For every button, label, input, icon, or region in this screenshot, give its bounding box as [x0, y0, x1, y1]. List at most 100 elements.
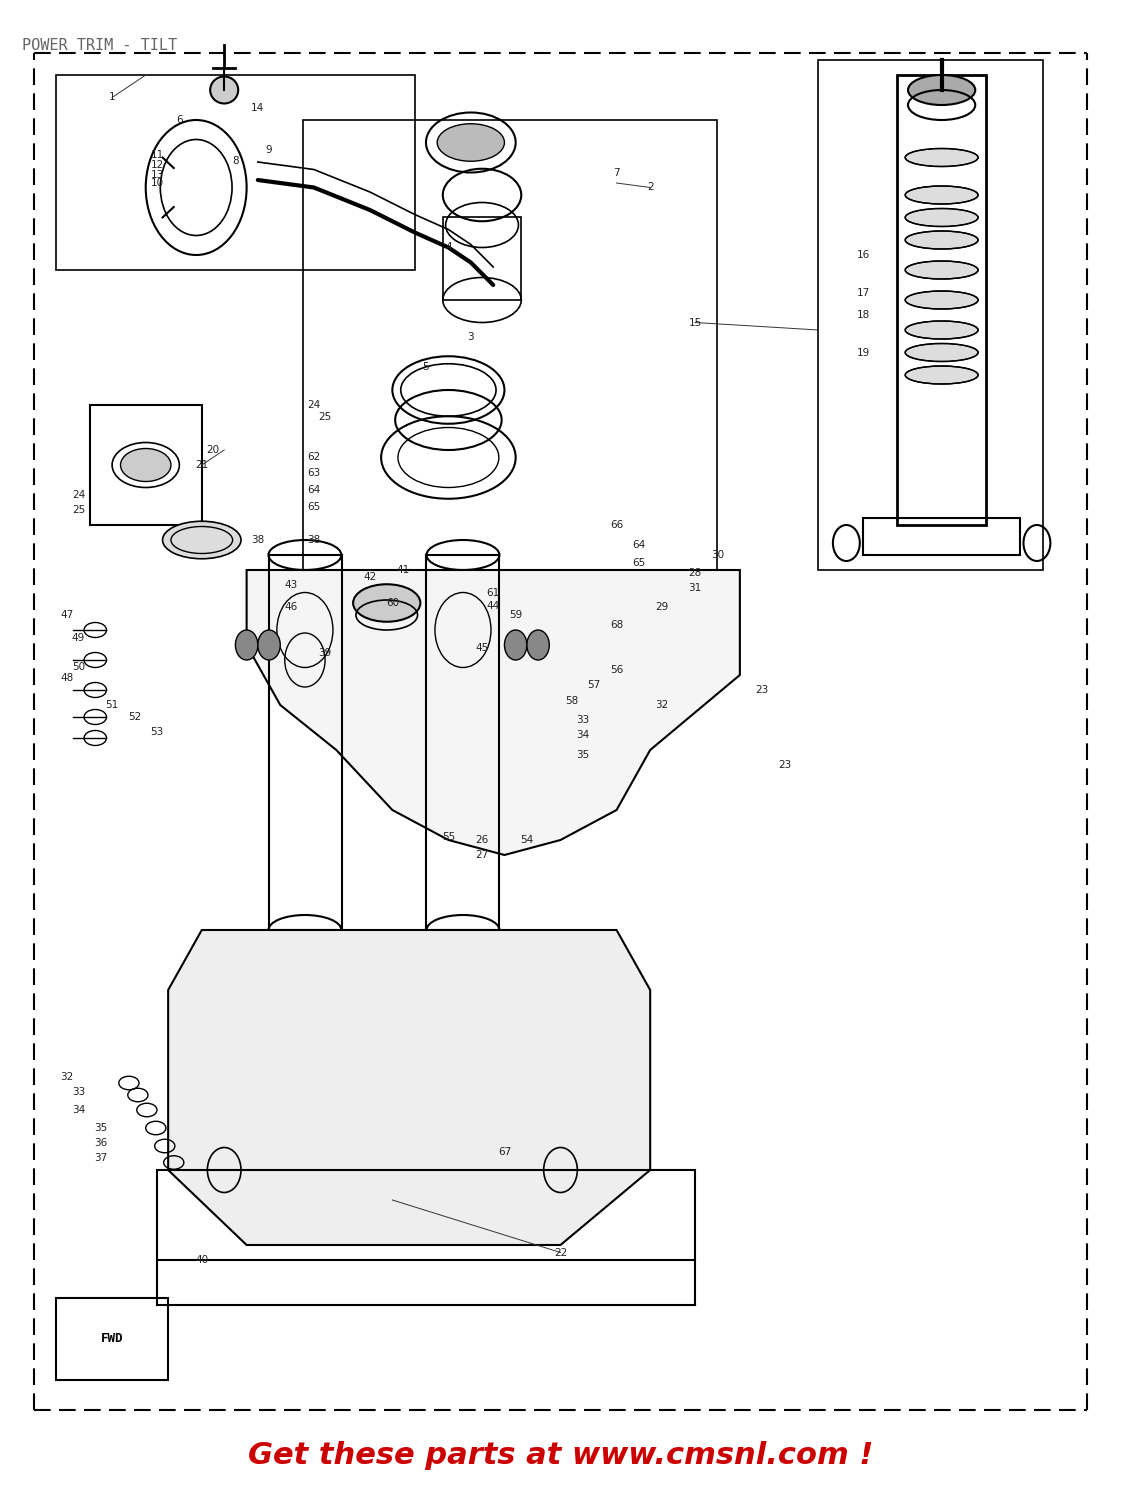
Text: 35: 35: [94, 1124, 108, 1132]
Text: 25: 25: [72, 506, 85, 515]
Text: 56: 56: [610, 666, 623, 675]
Text: 35: 35: [576, 750, 590, 759]
Text: 34: 34: [72, 1106, 85, 1114]
Text: 18: 18: [856, 310, 870, 320]
Text: 14: 14: [251, 104, 265, 112]
Text: 8: 8: [232, 156, 239, 165]
Text: 47: 47: [61, 610, 74, 620]
Text: 28: 28: [688, 568, 702, 578]
Text: 6: 6: [176, 116, 183, 124]
Ellipse shape: [906, 366, 978, 384]
Text: 33: 33: [576, 716, 590, 724]
Text: 36: 36: [94, 1138, 108, 1148]
Text: 48: 48: [61, 674, 74, 682]
Text: 63: 63: [307, 468, 321, 477]
Bar: [157, 1170, 695, 1260]
Text: Get these parts at www.cmsnl.com !: Get these parts at www.cmsnl.com !: [248, 1440, 873, 1470]
Bar: [56, 75, 415, 270]
Bar: [56, 1298, 168, 1380]
Ellipse shape: [211, 76, 239, 104]
Text: 13: 13: [150, 171, 164, 180]
Ellipse shape: [906, 231, 978, 249]
Text: 62: 62: [307, 453, 321, 462]
Bar: [269, 555, 342, 930]
Text: 7: 7: [613, 168, 620, 177]
Text: 65: 65: [307, 503, 321, 512]
Text: 22: 22: [554, 1248, 567, 1257]
Text: 52: 52: [128, 712, 141, 722]
Text: 24: 24: [72, 490, 85, 500]
Circle shape: [235, 630, 258, 660]
Text: POWER TRIM - TILT: POWER TRIM - TILT: [22, 38, 177, 52]
Ellipse shape: [353, 585, 420, 621]
Polygon shape: [168, 930, 650, 1245]
Text: 32: 32: [61, 1072, 74, 1082]
Text: 46: 46: [285, 603, 298, 612]
Text: 26: 26: [475, 836, 489, 844]
Ellipse shape: [906, 186, 978, 204]
Text: 61: 61: [487, 588, 500, 597]
Text: 23: 23: [756, 686, 769, 694]
Text: 27: 27: [475, 850, 489, 859]
Text: 49: 49: [72, 633, 85, 642]
Text: 38: 38: [307, 536, 321, 544]
Bar: [863, 518, 1020, 555]
Text: 68: 68: [610, 621, 623, 630]
Bar: [818, 60, 1043, 570]
Text: 54: 54: [520, 836, 534, 844]
Text: 16: 16: [856, 251, 870, 260]
Text: 43: 43: [285, 580, 298, 590]
Text: 41: 41: [397, 566, 410, 574]
Text: 60: 60: [386, 598, 399, 608]
Text: 58: 58: [565, 696, 578, 705]
Text: 19: 19: [856, 348, 870, 357]
Text: 37: 37: [94, 1154, 108, 1162]
Circle shape: [258, 630, 280, 660]
Text: 45: 45: [475, 644, 489, 652]
Text: 42: 42: [363, 573, 377, 582]
Ellipse shape: [906, 209, 978, 226]
Text: 10: 10: [150, 178, 164, 188]
Ellipse shape: [906, 291, 978, 309]
Text: 65: 65: [632, 558, 646, 567]
Text: 59: 59: [509, 610, 522, 620]
Text: 23: 23: [778, 760, 791, 770]
Ellipse shape: [906, 321, 978, 339]
Text: 11: 11: [150, 150, 164, 159]
Text: 51: 51: [105, 700, 119, 709]
Bar: [897, 75, 986, 525]
Text: 38: 38: [251, 536, 265, 544]
Text: 33: 33: [72, 1088, 85, 1096]
Text: 9: 9: [266, 146, 272, 154]
Text: 53: 53: [150, 728, 164, 736]
Text: 29: 29: [655, 603, 668, 612]
Text: 39: 39: [318, 648, 332, 657]
Text: 20: 20: [206, 446, 220, 454]
Text: 44: 44: [487, 602, 500, 610]
Ellipse shape: [163, 522, 241, 560]
Text: 2: 2: [647, 183, 654, 192]
Ellipse shape: [908, 75, 975, 105]
Text: 34: 34: [576, 730, 590, 740]
Ellipse shape: [121, 448, 172, 482]
Text: 12: 12: [150, 160, 164, 170]
Text: 15: 15: [688, 318, 702, 327]
Circle shape: [527, 630, 549, 660]
Text: 17: 17: [856, 288, 870, 297]
Text: FWD: FWD: [101, 1332, 123, 1344]
Bar: [303, 120, 717, 600]
Text: 66: 66: [610, 520, 623, 530]
Text: 24: 24: [307, 400, 321, 410]
Ellipse shape: [906, 344, 978, 362]
Text: 40: 40: [195, 1256, 209, 1264]
Polygon shape: [247, 570, 740, 855]
Text: 55: 55: [442, 833, 455, 842]
Text: 32: 32: [655, 700, 668, 709]
Text: 1: 1: [109, 93, 115, 102]
Text: 64: 64: [307, 486, 321, 495]
Text: 21: 21: [195, 460, 209, 470]
Text: 3: 3: [467, 333, 474, 342]
Text: 4: 4: [445, 243, 452, 252]
Text: 64: 64: [632, 540, 646, 549]
Ellipse shape: [906, 148, 978, 166]
